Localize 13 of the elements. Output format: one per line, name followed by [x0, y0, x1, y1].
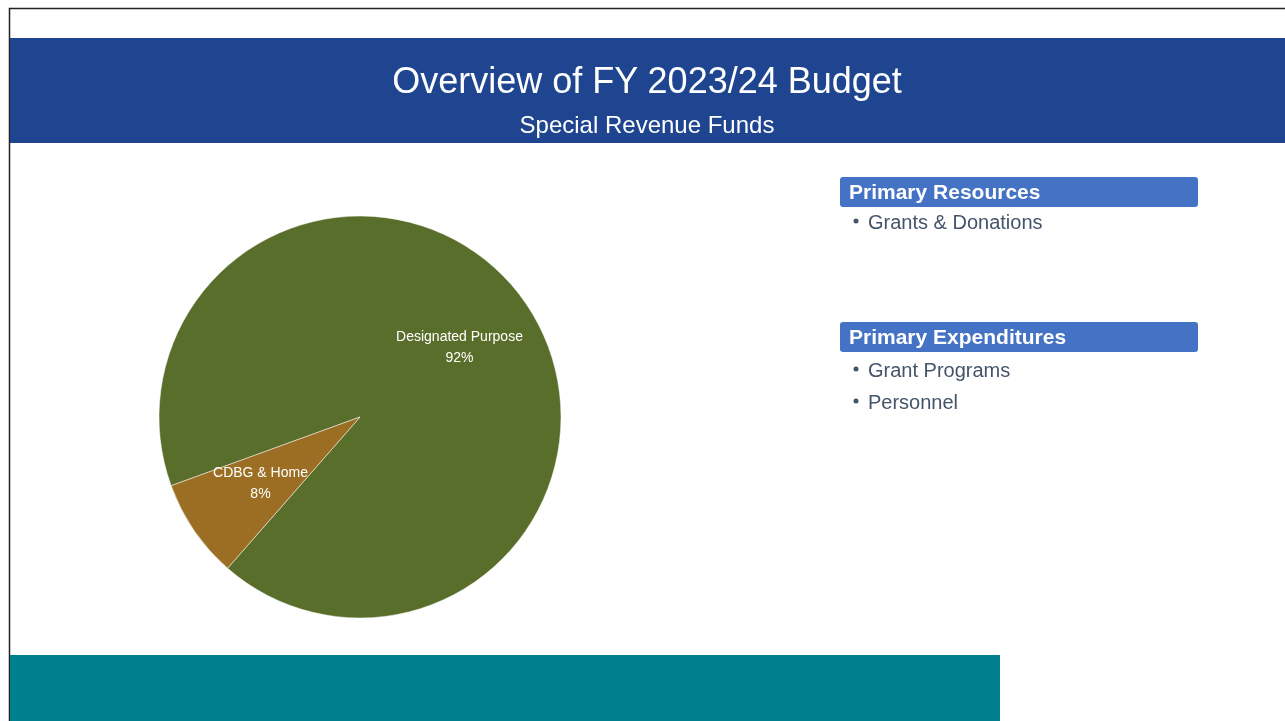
- pie-slice: [158, 215, 562, 618]
- text: Special Revenue Funds: [519, 111, 775, 138]
- text: Personnel: [868, 391, 959, 413]
- slice-label: Designated Purpose: [396, 327, 524, 344]
- text: Primary Expenditures: [849, 325, 1067, 348]
- text: Overview of FY 2023/24 Budget: [392, 60, 902, 101]
- data-label: 8%: [250, 485, 271, 502]
- text: Grant Programs: [868, 359, 1011, 381]
- pie-slice: [170, 416, 361, 569]
- text: Grants & Donations: [868, 211, 1043, 233]
- slice-label: CDBG & Home: [213, 464, 309, 481]
- data-label: 92%: [445, 348, 474, 365]
- text: Primary Resources: [849, 180, 1041, 203]
